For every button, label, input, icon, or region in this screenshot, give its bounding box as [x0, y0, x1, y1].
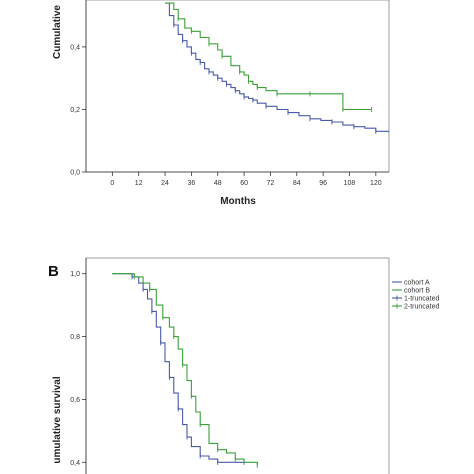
y-tick-label: 0,0 — [70, 170, 80, 177]
series-group-a — [165, 2, 389, 134]
x-axis-title-a: Months — [220, 196, 256, 207]
chart-panel-a: 0,0 0,2 0,4 0 12 24 36 48 60 72 84 96 108 120 Cumulat… — [52, 0, 390, 207]
plot-frame-b — [85, 257, 390, 474]
y-tick-label: 0,2 — [70, 107, 80, 114]
series-line-a-2 — [165, 2, 372, 111]
x-tick-label: 60 — [240, 180, 248, 187]
x-tick-label: 24 — [161, 180, 169, 187]
x-tick-label: 12 — [135, 180, 143, 187]
x-tick-label: 120 — [370, 180, 382, 187]
x-tick-label: 0 — [110, 180, 114, 187]
series-line-b-2 — [112, 273, 258, 466]
legend-entry-label: cohort B — [404, 288, 430, 295]
y-axis-title-b: umulative survival — [52, 376, 63, 463]
panel-label-b: B — [48, 263, 59, 280]
y-tick-label: 0,8 — [70, 334, 80, 341]
y-tick-label: 0,6 — [70, 397, 80, 404]
x-tick-label: 84 — [293, 180, 301, 187]
x-tick-label: 48 — [214, 180, 222, 187]
series-line-a-1 — [165, 2, 389, 133]
legend-entry-label: 2-truncated — [404, 304, 440, 311]
x-tick-label: 36 — [187, 180, 195, 187]
legend-entry-label: cohort A — [404, 280, 430, 287]
chart-panel-b: B 0,4 0,6 0,8 1,0 umulative survival cohort… — [48, 257, 440, 474]
axis-ticks-a: 0,0 0,2 0,4 0 12 24 36 48 60 72 84 96 108 120 — [70, 44, 382, 187]
series-line-b-1 — [112, 273, 245, 463]
plot-frame-a — [85, 0, 390, 173]
legend-entry-label: 1-truncated — [404, 296, 440, 303]
axis-ticks-b: 0,4 0,6 0,8 1,0 — [70, 271, 86, 467]
x-tick-label: 108 — [344, 180, 356, 187]
y-tick-label: 1,0 — [70, 271, 80, 278]
x-tick-label: 72 — [267, 180, 275, 187]
y-tick-label: 0,4 — [70, 460, 80, 467]
y-axis-title-a: Cumulative — [52, 5, 63, 59]
y-tick-label: 0,4 — [70, 44, 80, 51]
x-tick-label: 96 — [319, 180, 327, 187]
series-group-b — [112, 273, 258, 468]
